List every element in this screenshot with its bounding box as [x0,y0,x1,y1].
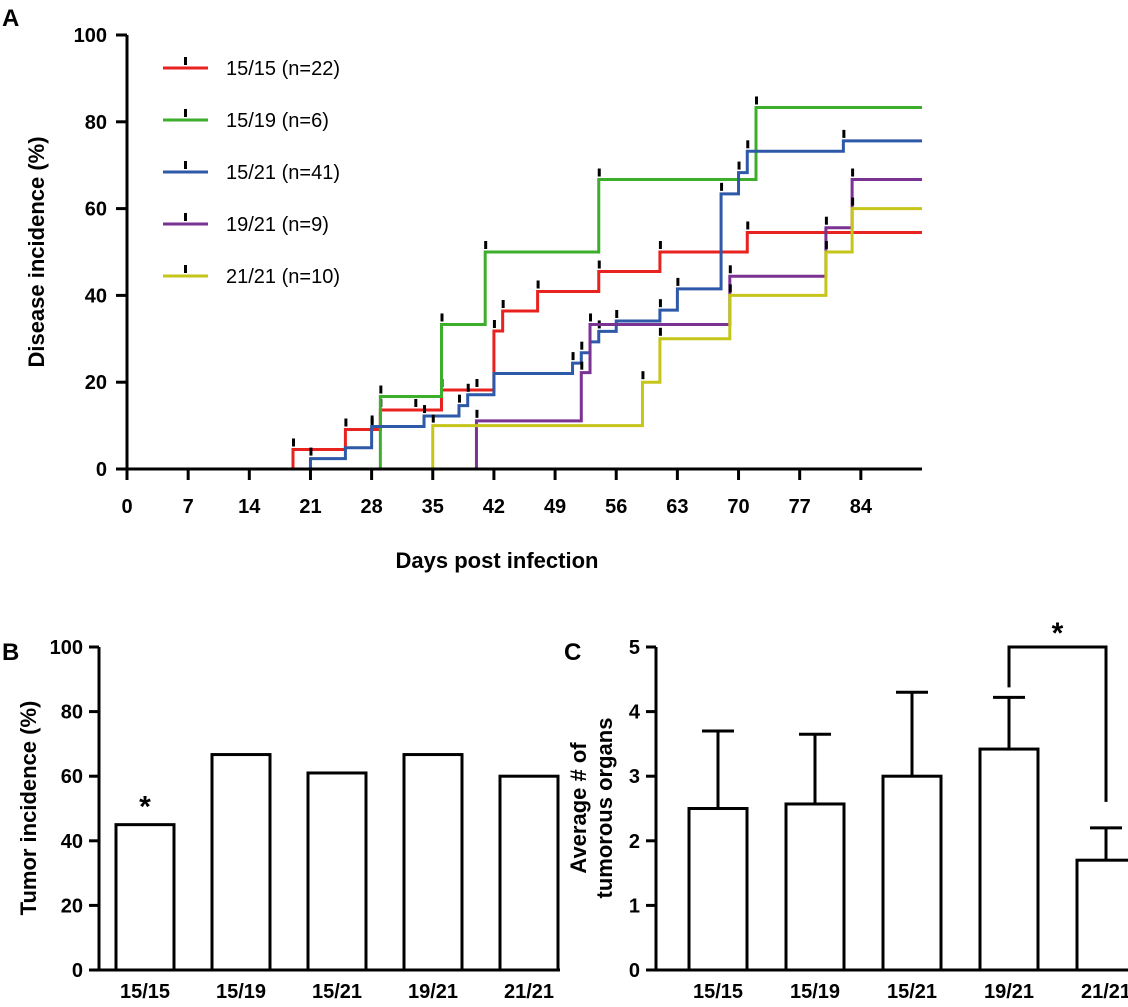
c-y-axis-title-line2: tumorous organs [592,718,617,899]
c-y-tick-label-4: 4 [629,702,641,724]
a-legend-label-3: 19/21 (n=9) [226,214,329,236]
a-y-tick-label-4: 80 [85,112,107,134]
a-axes: 0 20 40 60 80 100 0 7 14 21 28 35 42 49 56 63 70 77 84 [74,25,922,518]
b-y-tick-label-2: 40 [61,831,83,853]
chart-c: * 15/15 15/19 15/21 19/21 21/21 0 1 2 3 4 5 Averag… [566,617,1128,1003]
c-significance-bracket [1007,645,1108,802]
b-x-tick-label-3: 19/21 [408,981,458,1003]
a-series-line-3 [127,178,922,471]
b-y-tick-label-4: 80 [61,702,83,724]
c-x-tick-label-3: 19/21 [984,981,1034,1003]
a-legend-label-0: 15/15 (n=22) [226,58,340,80]
a-x-tick-label-0: 0 [121,496,132,518]
c-y-tick-label-0: 0 [629,960,640,982]
a-y-axis-title: Disease incidence (%) [24,136,49,367]
b-bar-3 [402,753,464,972]
c-bar-2 [881,774,943,972]
a-legend-label-4: 21/21 (n=10) [226,266,340,288]
b-y-tick-label-0: 0 [72,960,83,982]
b-x-tick-label-0: 15/15 [120,981,170,1003]
c-x-tick-label-2: 15/21 [887,981,937,1003]
c-bar-0 [687,807,749,972]
c-y-axis-title-line1: Average # of [566,742,591,874]
b-bar-4 [498,774,560,972]
a-x-tick-label-2: 14 [238,496,261,518]
panel-label-a: A [2,5,19,32]
a-x-tick-label-11: 77 [789,496,811,518]
a-series-line-4 [127,207,922,471]
chart-a: 0 20 40 60 80 100 0 7 14 21 28 35 42 49 56 63 70 77 84 15/… [24,25,922,573]
b-x-tick-label-1: 15/19 [216,981,266,1003]
a-x-tick-label-9: 63 [666,496,688,518]
c-bar-3 [978,747,1040,972]
panel-label-c: C [564,639,581,666]
b-bar-1 [210,753,272,972]
c-y-tick-label-5: 5 [629,637,640,659]
b-y-tick-label-1: 20 [61,895,83,917]
a-series-line-1 [127,105,922,471]
b-bar-0 [114,823,176,972]
a-x-tick-label-1: 7 [183,496,194,518]
a-x-tick-label-12: 84 [850,496,873,518]
b-bars-group: * [114,753,560,972]
a-x-tick-label-10: 70 [727,496,749,518]
c-bar-1 [784,802,846,972]
b-axes: 15/15 15/19 15/21 19/21 21/21 0 20 40 60 80 100 [50,637,560,1003]
a-x-tick-label-4: 28 [360,496,382,518]
c-bars-group: * [687,617,1128,972]
c-axes: 15/15 15/19 15/21 19/21 21/21 0 1 2 3 4 5 [629,637,1128,1003]
a-series-group [127,96,922,471]
a-x-tick-label-6: 42 [483,496,505,518]
b-y-tick-label-3: 60 [61,766,83,788]
a-legend: 15/15 (n=22) 15/19 (n=6) 15/21 (n=41) 19/21… [163,57,340,288]
a-legend-label-2: 15/21 (n=41) [226,162,340,184]
a-y-tick-label-2: 40 [85,285,107,307]
c-x-tick-label-0: 15/15 [693,981,743,1003]
b-bar-2 [306,771,368,972]
b-x-tick-label-2: 15/21 [312,981,362,1003]
a-x-tick-label-3: 21 [299,496,321,518]
b-annotation-0: * [139,791,151,824]
a-series-line-2 [127,139,922,471]
a-x-tick-label-5: 35 [422,496,444,518]
c-x-tick-label-1: 15/19 [790,981,840,1003]
b-x-tick-label-4: 21/21 [504,981,554,1003]
a-x-tick-label-8: 56 [605,496,627,518]
a-x-axis-title: Days post infection [396,548,599,573]
a-y-tick-label-5: 100 [74,25,107,47]
c-significance-star: * [1052,617,1064,650]
c-y-tick-label-3: 3 [629,766,640,788]
b-y-tick-label-5: 100 [50,637,83,659]
a-series-line-0 [127,230,922,471]
c-y-tick-label-1: 1 [629,895,640,917]
a-legend-label-1: 15/19 (n=6) [226,110,329,132]
a-x-tick-label-7: 49 [544,496,566,518]
c-y-tick-label-2: 2 [629,831,640,853]
a-y-tick-label-0: 0 [96,459,107,481]
chart-b: * 15/15 15/19 15/21 19/21 21/21020406080100 … [16,637,560,1003]
a-y-tick-label-1: 20 [85,372,107,394]
a-y-tick-label-3: 60 [85,199,107,221]
c-bar-4 [1075,858,1128,972]
panel-label-b: B [2,639,19,666]
b-y-axis-title: Tumor incidence (%) [16,701,41,916]
c-x-tick-label-4: 21/21 [1081,981,1128,1003]
